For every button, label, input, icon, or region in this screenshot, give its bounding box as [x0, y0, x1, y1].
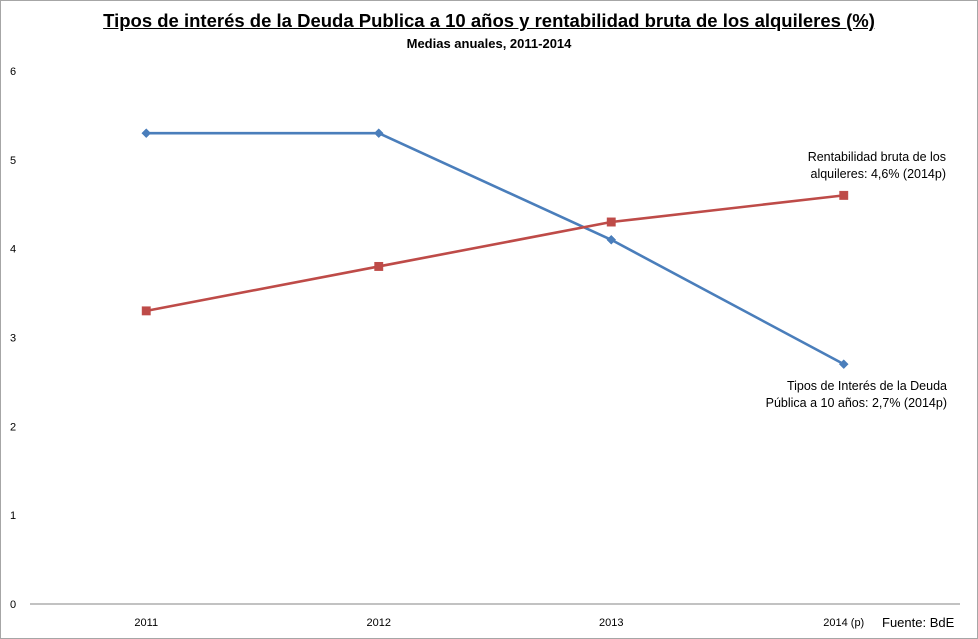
- x-tick-label: 2011: [134, 617, 158, 629]
- y-tick-label: 0: [10, 599, 16, 611]
- y-tick-label: 4: [10, 244, 16, 256]
- x-tick-label: 2012: [367, 617, 391, 629]
- data-point-rentabilidad: [141, 306, 151, 316]
- y-tick-label: 1: [10, 510, 16, 522]
- series-line-tipos: [146, 131, 845, 366]
- data-point-tipos: [141, 128, 152, 139]
- annotation-rentabilidad: Rentabilidad bruta de los alquileres: 4,…: [760, 149, 946, 183]
- data-point-rentabilidad: [374, 261, 384, 271]
- data-point-rentabilidad: [839, 190, 849, 200]
- y-tick-label: 6: [10, 66, 16, 78]
- series-line-rentabilidad: [146, 194, 844, 313]
- data-point-tipos: [373, 128, 384, 139]
- data-point-rentabilidad: [606, 217, 616, 227]
- data-point-tipos: [606, 234, 617, 245]
- y-tick-label: 2: [10, 421, 16, 433]
- chart-subtitle: Medias anuales, 2011-2014: [406, 36, 572, 51]
- annotation-rentabilidad-line-2: alquileres: 4,6% (2014p): [810, 167, 947, 181]
- y-tick-label: 5: [10, 155, 16, 167]
- annotation-rentabilidad-line-1: Rentabilidad bruta de los: [807, 150, 946, 164]
- annotation-tipos-line-1: Tipos de Interés de la Deuda: [786, 379, 947, 393]
- source-label: Fuente: BdE: [882, 615, 955, 630]
- y-tick-label: 3: [10, 333, 16, 345]
- data-point-tipos: [838, 359, 849, 370]
- x-tick-label: 2013: [599, 617, 623, 629]
- chart-title: Tipos de interés de la Deuda Publica a 1…: [103, 10, 875, 31]
- annotation-tipos: Tipos de Interés de la Deuda Pública a 1…: [740, 378, 947, 412]
- annotation-tipos-line-2: Pública a 10 años: 2,7% (2014p): [765, 396, 947, 410]
- x-tick-label: 2014 (p): [823, 617, 864, 629]
